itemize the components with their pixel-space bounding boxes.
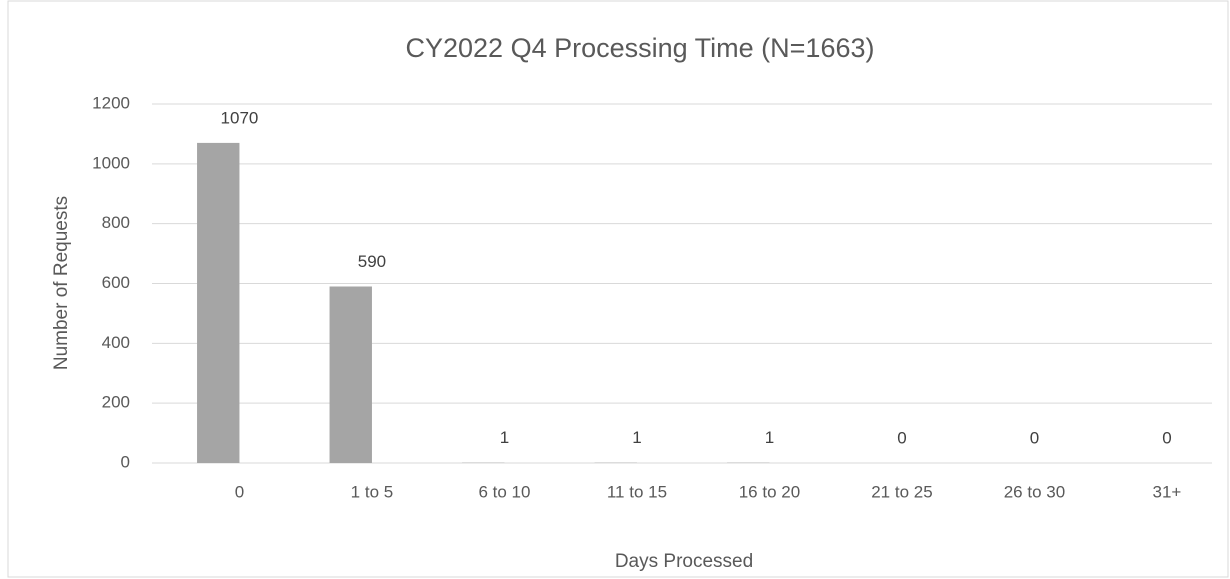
y-tick-label: 0 [121, 452, 130, 471]
data-label: 1 [765, 428, 774, 447]
bar [197, 142, 240, 463]
x-tick-label: 31+ [1153, 482, 1182, 501]
x-axis-label: Days Processed [615, 551, 753, 572]
data-label: 0 [1030, 428, 1039, 447]
data-label: 590 [358, 252, 386, 271]
y-tick-label: 800 [102, 213, 130, 232]
y-tick-label: 200 [102, 393, 130, 412]
data-label: 1 [632, 428, 641, 447]
data-label: 0 [1162, 428, 1171, 447]
data-label: 1 [500, 428, 509, 447]
y-tick-label: 1200 [92, 93, 130, 112]
data-label: 1070 [221, 108, 259, 127]
y-tick-label: 400 [102, 333, 130, 352]
x-tick-label: 0 [235, 482, 244, 501]
y-tick-label: 600 [102, 273, 130, 292]
x-tick-label: 16 to 20 [739, 482, 800, 501]
x-tick-label: 21 to 25 [871, 482, 932, 501]
x-tick-label: 11 to 15 [607, 482, 667, 501]
y-axis-label: Number of Requests [51, 196, 72, 370]
x-tick-label: 1 to 5 [351, 482, 394, 501]
y-tick-label: 1000 [92, 153, 130, 172]
bar [329, 286, 372, 463]
data-label: 0 [897, 428, 906, 447]
x-tick-label: 26 to 30 [1004, 482, 1065, 501]
chart-title: CY2022 Q4 Processing Time (N=1663) [406, 33, 875, 63]
x-tick-label: 6 to 10 [478, 482, 530, 501]
